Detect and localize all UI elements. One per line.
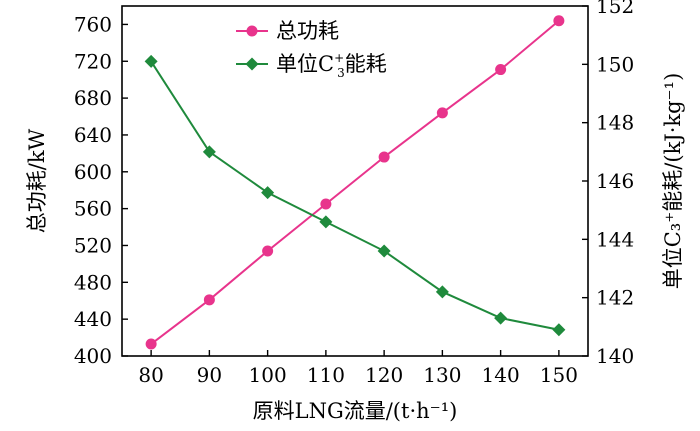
left-y-tick-label: 560 [74, 197, 112, 221]
data-point [378, 151, 390, 163]
series-2 [144, 54, 566, 337]
left-y-tick-label: 520 [74, 233, 112, 257]
data-point [261, 186, 275, 200]
legend-marker [245, 57, 259, 71]
left-y-tick-label: 480 [74, 270, 112, 294]
x-tick-label: 140 [482, 363, 520, 387]
legend-item: 总功耗 [236, 19, 339, 43]
left-y-tick-label: 640 [74, 123, 112, 147]
x-tick-label: 130 [423, 363, 461, 387]
legend-label: 单位C+ 3能耗 [276, 51, 387, 80]
left-y-tick-label: 720 [74, 49, 112, 73]
data-point [320, 198, 332, 210]
series-layer [144, 15, 566, 350]
data-point [319, 215, 333, 229]
left-y-axis-title: 总功耗/kW [25, 128, 49, 233]
data-point [145, 338, 157, 350]
legend-item: 单位C+ 3能耗 [236, 51, 387, 80]
data-point [262, 245, 274, 257]
left-y-tick-label: 680 [74, 86, 112, 110]
left-y-tick-label: 440 [74, 307, 112, 331]
data-point [495, 64, 507, 76]
x-tick-label: 120 [365, 363, 403, 387]
data-point [552, 323, 566, 337]
right-y-tick-label: 150 [596, 52, 634, 76]
axes: 80 90 100 110 120 130 140 150 400 440 480 520 560 600… [74, 0, 634, 387]
left-y-tick-label: 760 [74, 12, 112, 36]
data-point [377, 244, 391, 258]
left-y-tick-label: 600 [74, 160, 112, 184]
right-y-tick-label: 144 [596, 227, 634, 251]
x-tick-label: 100 [249, 363, 287, 387]
left-y-tick-label: 400 [74, 344, 112, 368]
right-y-axis-title: 单位C₃⁺能耗/(kJ·kg⁻¹) [661, 73, 685, 290]
data-point [203, 294, 215, 306]
data-point [494, 311, 508, 325]
data-point [144, 54, 158, 68]
x-tick-label: 90 [197, 363, 222, 387]
x-tick-label: 80 [138, 363, 163, 387]
right-y-tick-label: 140 [596, 344, 634, 368]
data-point [553, 15, 565, 27]
legend-label: 总功耗 [276, 19, 339, 43]
right-y-tick-label: 152 [596, 0, 634, 18]
series-line [150, 19, 560, 345]
x-tick-label: 110 [307, 363, 345, 387]
series-1 [145, 15, 565, 350]
x-tick-label: 150 [540, 363, 578, 387]
legend-marker [246, 25, 258, 37]
right-y-tick-label: 148 [596, 111, 634, 135]
right-y-tick-label: 146 [596, 169, 634, 193]
series-line [150, 60, 560, 331]
x-axis-title: 原料LNG流量/(t·h⁻¹) [253, 399, 458, 423]
data-point [435, 285, 449, 299]
data-point [436, 107, 448, 119]
right-y-tick-label: 142 [596, 286, 634, 310]
data-point [202, 145, 216, 159]
